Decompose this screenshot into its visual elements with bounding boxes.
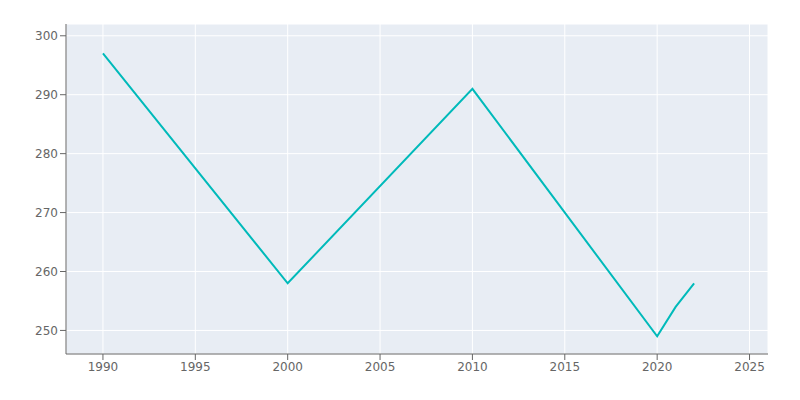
svg-text:2010: 2010	[457, 360, 488, 374]
svg-text:2025: 2025	[734, 360, 765, 374]
svg-text:2015: 2015	[550, 360, 581, 374]
svg-text:2000: 2000	[272, 360, 303, 374]
svg-text:1995: 1995	[180, 360, 211, 374]
svg-text:2005: 2005	[365, 360, 396, 374]
svg-text:280: 280	[35, 147, 58, 161]
svg-text:2020: 2020	[642, 360, 673, 374]
svg-text:270: 270	[35, 206, 58, 220]
svg-text:300: 300	[35, 29, 58, 43]
svg-text:1990: 1990	[88, 360, 119, 374]
svg-text:260: 260	[35, 265, 58, 279]
svg-text:290: 290	[35, 88, 58, 102]
svg-text:250: 250	[35, 324, 58, 338]
